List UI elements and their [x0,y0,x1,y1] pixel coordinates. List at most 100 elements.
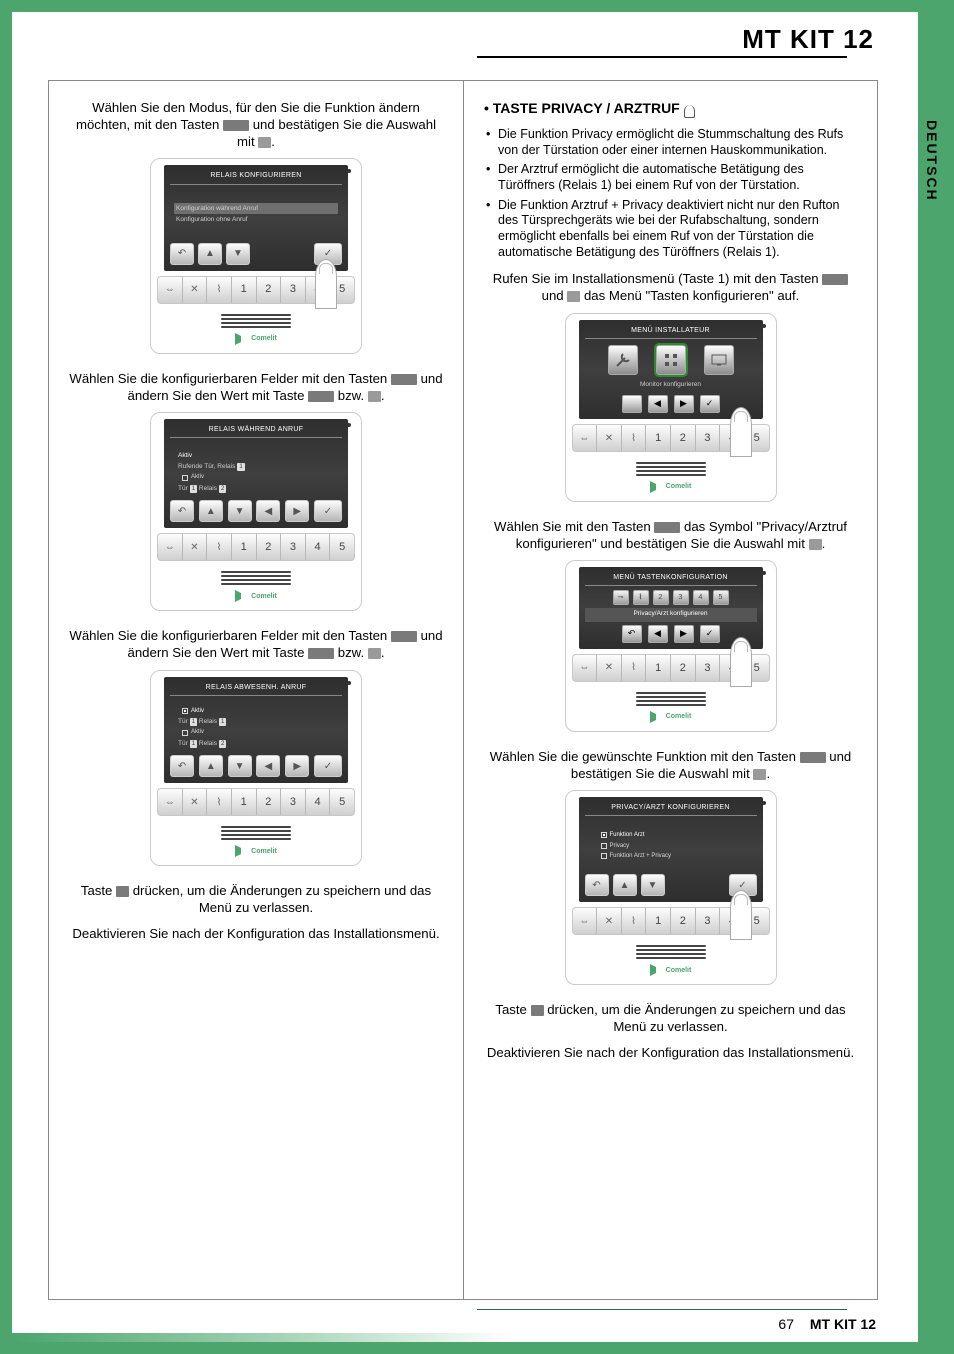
device-mock-relais-waehrend: RELAIS WÄHREND ANRUF Aktiv Rufende Tür, … [150,412,362,611]
screen-title: PRIVACY/ARZT KONFIGURIEREN [585,803,757,816]
key-sq-bell-icon: ⌇ [633,590,649,605]
finger-pointer-icon [730,890,752,940]
content-frame: Wählen Sie den Modus, für den Sie die Fu… [48,80,878,1300]
check-icon [753,769,766,780]
device-mock-relais-konfig: RELAIS KONFIGURIEREN Konfiguration währe… [150,158,362,353]
led-icon [762,571,766,575]
brand-label: Comelit [650,711,692,723]
screen-sublabel: Privacy/Arzt konfigurieren [585,608,757,621]
right-column: • TASTE PRIVACY / ARZTRUF Die Funktion P… [463,81,877,1299]
check-icon [809,539,822,550]
key-2: 2 [256,277,281,303]
back-icon: ↶ [622,625,642,643]
finger-pointer-icon [730,637,752,687]
brand-label: Comelit [650,481,692,493]
softkey-right-icon: ▶ [285,500,309,522]
feature-bullets: Die Funktion Privacy ermöglicht die Stum… [484,127,857,260]
right-para-1: Rufen Sie im Installationsmenü (Taste 1)… [484,270,857,304]
left-para-1: Wählen Sie den Modus, für den Sie die Fu… [69,99,443,150]
left-para-3: Wählen Sie die konfigurierbaren Felder m… [69,627,443,661]
screen-title: MENÜ TASTENKONFIGURATION [585,573,757,586]
key-bell-icon: ⌇ [206,277,231,303]
page-footer: 67 MT KIT 12 [778,1316,876,1332]
led-icon [347,681,351,685]
led-icon [762,324,766,328]
screen-title: RELAIS WÄHREND ANRUF [170,425,342,438]
keypad-icon [656,345,686,375]
left-para-2: Wählen Sie die konfigurierbaren Felder m… [69,370,443,404]
softkey-back-icon: ↶ [170,500,194,522]
section-heading: • TASTE PRIVACY / ARZTRUF [484,99,857,117]
key-sq-4: 4 [693,590,709,605]
right-para-5: Deaktivieren Sie nach der Konfiguration … [484,1044,857,1061]
right-arrow-icon: ▶ [674,395,694,413]
device-mock-tastenkonfig: MENÜ TASTENKONFIGURATION ⊸ ⌇ 2 3 4 5 Pri… [565,560,777,732]
finger-pointer-icon [315,259,337,309]
device-mock-menu-installateur: MENÜ INSTALLATEUR Monitor konfigurieren … [565,313,777,503]
monitor-icon [704,345,734,375]
arrow-left-right-icon [391,631,417,642]
bullet-item: Der Arztruf ermöglicht die automatische … [484,162,857,193]
screen-sublabel: Monitor konfigurieren [585,379,757,392]
arrow-up-down-icon [308,648,334,659]
save-icon [531,1005,544,1016]
led-icon [347,423,351,427]
menu-option: Konfiguration ohne Anruf [174,214,338,225]
left-column: Wählen Sie den Modus, für den Sie die Fu… [49,81,463,1299]
softkey-down-icon: ▼ [226,243,250,265]
softkey-back-icon: ↶ [170,243,194,265]
led-icon [347,169,351,173]
check-icon [258,137,271,148]
arrow-left-right-icon [654,522,680,533]
softkey-up-icon: ▲ [199,500,223,522]
finger-pointer-icon [730,407,752,457]
arrow-up-down-icon [800,752,826,763]
arrow-up-down-icon [308,391,334,402]
led-icon [762,801,766,805]
check-icon [368,648,381,659]
home-icon [622,395,642,413]
key-led-icon: ⇔ [158,277,182,303]
key-sq-3: 3 [673,590,689,605]
brand-label: Comelit [235,333,277,345]
field-label: Aktiv [176,450,336,461]
arrow-left-right-icon [391,374,417,385]
screen-title: RELAIS ABWESENH. ANRUF [170,683,342,696]
speaker-grille-icon [221,314,291,328]
footer-gradient [12,1333,512,1342]
softkey-down-icon: ▼ [228,500,252,522]
screen-title: MENÜ INSTALLATEUR [585,326,757,339]
footer-rule [477,1309,847,1310]
left-para-4: Taste drücken, um die Änderungen zu spei… [69,882,443,916]
right-para-4: Taste drücken, um die Änderungen zu spei… [484,1001,857,1035]
footer-title: MT KIT 12 [810,1316,876,1332]
left-para-5: Deaktivieren Sie nach der Konfiguration … [69,925,443,942]
menu-option: Konfiguration während Anruf [174,203,338,214]
softkey-up-icon: ▲ [198,243,222,265]
header-rule [477,56,847,58]
check-icon [567,291,580,302]
brand-label: Comelit [235,845,277,857]
tool-icon [608,345,638,375]
device-mock-privacy-arzt: PRIVACY/ARZT KONFIGURIEREN Funktion Arzt… [565,790,777,985]
language-side-label: DEUTSCH [924,120,940,202]
screen-title: RELAIS KONFIGURIEREN [170,171,342,184]
right-para-3: Wählen Sie die gewünschte Funktion mit d… [484,748,857,782]
check-icon [368,391,381,402]
arrow-left-right-icon [223,120,249,131]
device-mock-relais-abwesenh: RELAIS ABWESENH. ANRUF Aktiv Tür1 Relais… [150,670,362,867]
confirm-icon: ✓ [700,395,720,413]
softkey-confirm-icon: ✓ [314,500,342,522]
brand-label: Comelit [650,964,692,976]
key-3: 3 [280,277,305,303]
key-1: 1 [231,277,256,303]
bell-icon [684,105,695,118]
key-sq-5: 5 [713,590,729,605]
right-para-2: Wählen Sie mit den Tasten das Symbol "Pr… [484,518,857,552]
key-sq-lock-icon: ⊸ [613,590,629,605]
number-board: ⇔✕⌇ 1 2 3 4 5 [157,533,355,561]
key-mute-icon: ✕ [182,277,207,303]
arrow-left-right-icon [822,274,848,285]
left-arrow-icon: ◀ [648,395,668,413]
header-title: MT KIT 12 [742,24,874,55]
